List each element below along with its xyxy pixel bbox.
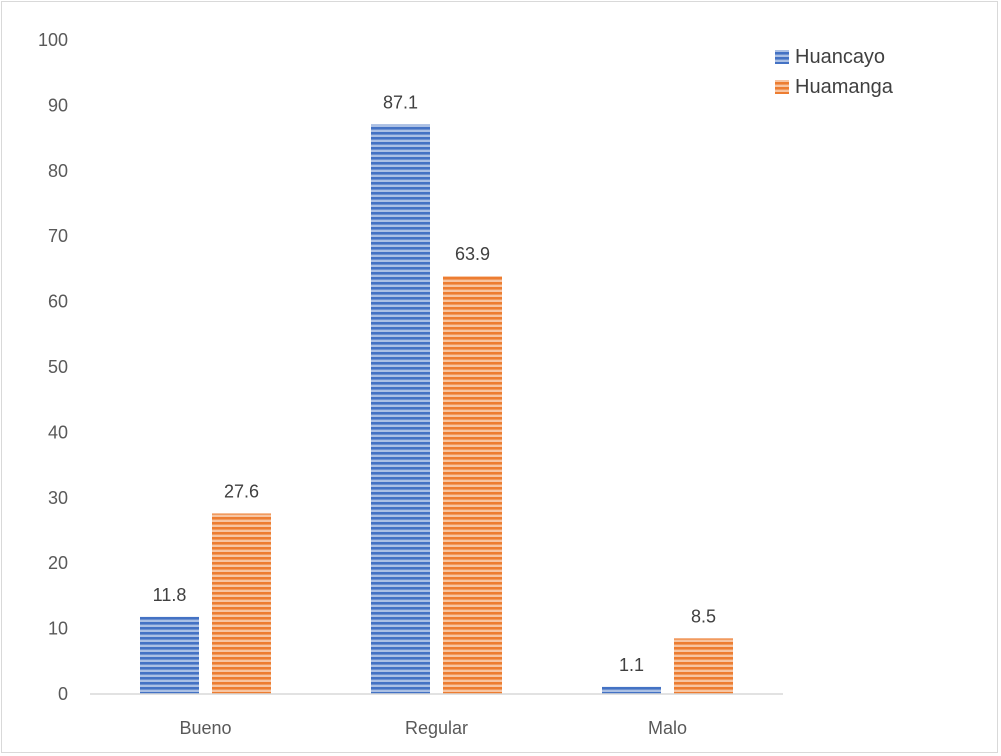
- legend: Huancayo Huamanga: [775, 46, 894, 98]
- y-tick-label-80: 80: [48, 161, 68, 181]
- y-tick-label-60: 60: [48, 292, 68, 312]
- legend-swatch-huamanga: [775, 80, 789, 94]
- data-label-huamanga-bueno: 27.6: [224, 481, 259, 501]
- legend-label-huamanga: Huamanga: [795, 76, 894, 98]
- bar-huamanga-malo: [674, 638, 733, 694]
- y-tick-label-40: 40: [48, 422, 68, 442]
- bar-huamanga-bueno: [212, 513, 271, 694]
- x-tick-label-malo: Malo: [648, 718, 687, 738]
- x-tick-label-regular: Regular: [405, 718, 468, 738]
- bar-huancayo-regular: [371, 124, 430, 695]
- x-tick-label-bueno: Bueno: [179, 718, 231, 738]
- data-label-huancayo-regular: 87.1: [383, 92, 418, 112]
- y-tick-label-20: 20: [48, 553, 68, 573]
- y-tick-label-10: 10: [48, 619, 68, 639]
- data-labels: 11.8 27.6 87.1 63.9 1.1 8.5: [153, 92, 716, 674]
- y-tick-label-0: 0: [58, 684, 68, 704]
- data-label-huancayo-bueno: 11.8: [153, 585, 187, 605]
- bar-huamanga-regular: [443, 276, 502, 694]
- legend-swatch-huancayo: [775, 50, 789, 64]
- bar-huancayo-malo: [602, 686, 661, 694]
- y-axis-tick-labels: 0 10 20 30 40 50 60 70 80 90 100: [38, 30, 68, 704]
- y-tick-label-100: 100: [38, 30, 68, 50]
- data-label-huamanga-regular: 63.9: [455, 244, 490, 264]
- y-tick-label-30: 30: [48, 488, 68, 508]
- legend-label-huancayo: Huancayo: [795, 46, 885, 68]
- y-tick-label-50: 50: [48, 357, 68, 377]
- bars: [140, 124, 733, 695]
- x-axis-tick-labels: Bueno Regular Malo: [179, 718, 687, 738]
- y-tick-label-70: 70: [48, 226, 68, 246]
- y-tick-label-90: 90: [48, 95, 68, 115]
- data-label-huancayo-malo: 1.1: [619, 655, 644, 675]
- bar-huancayo-bueno: [140, 616, 199, 694]
- data-label-huamanga-malo: 8.5: [691, 606, 716, 626]
